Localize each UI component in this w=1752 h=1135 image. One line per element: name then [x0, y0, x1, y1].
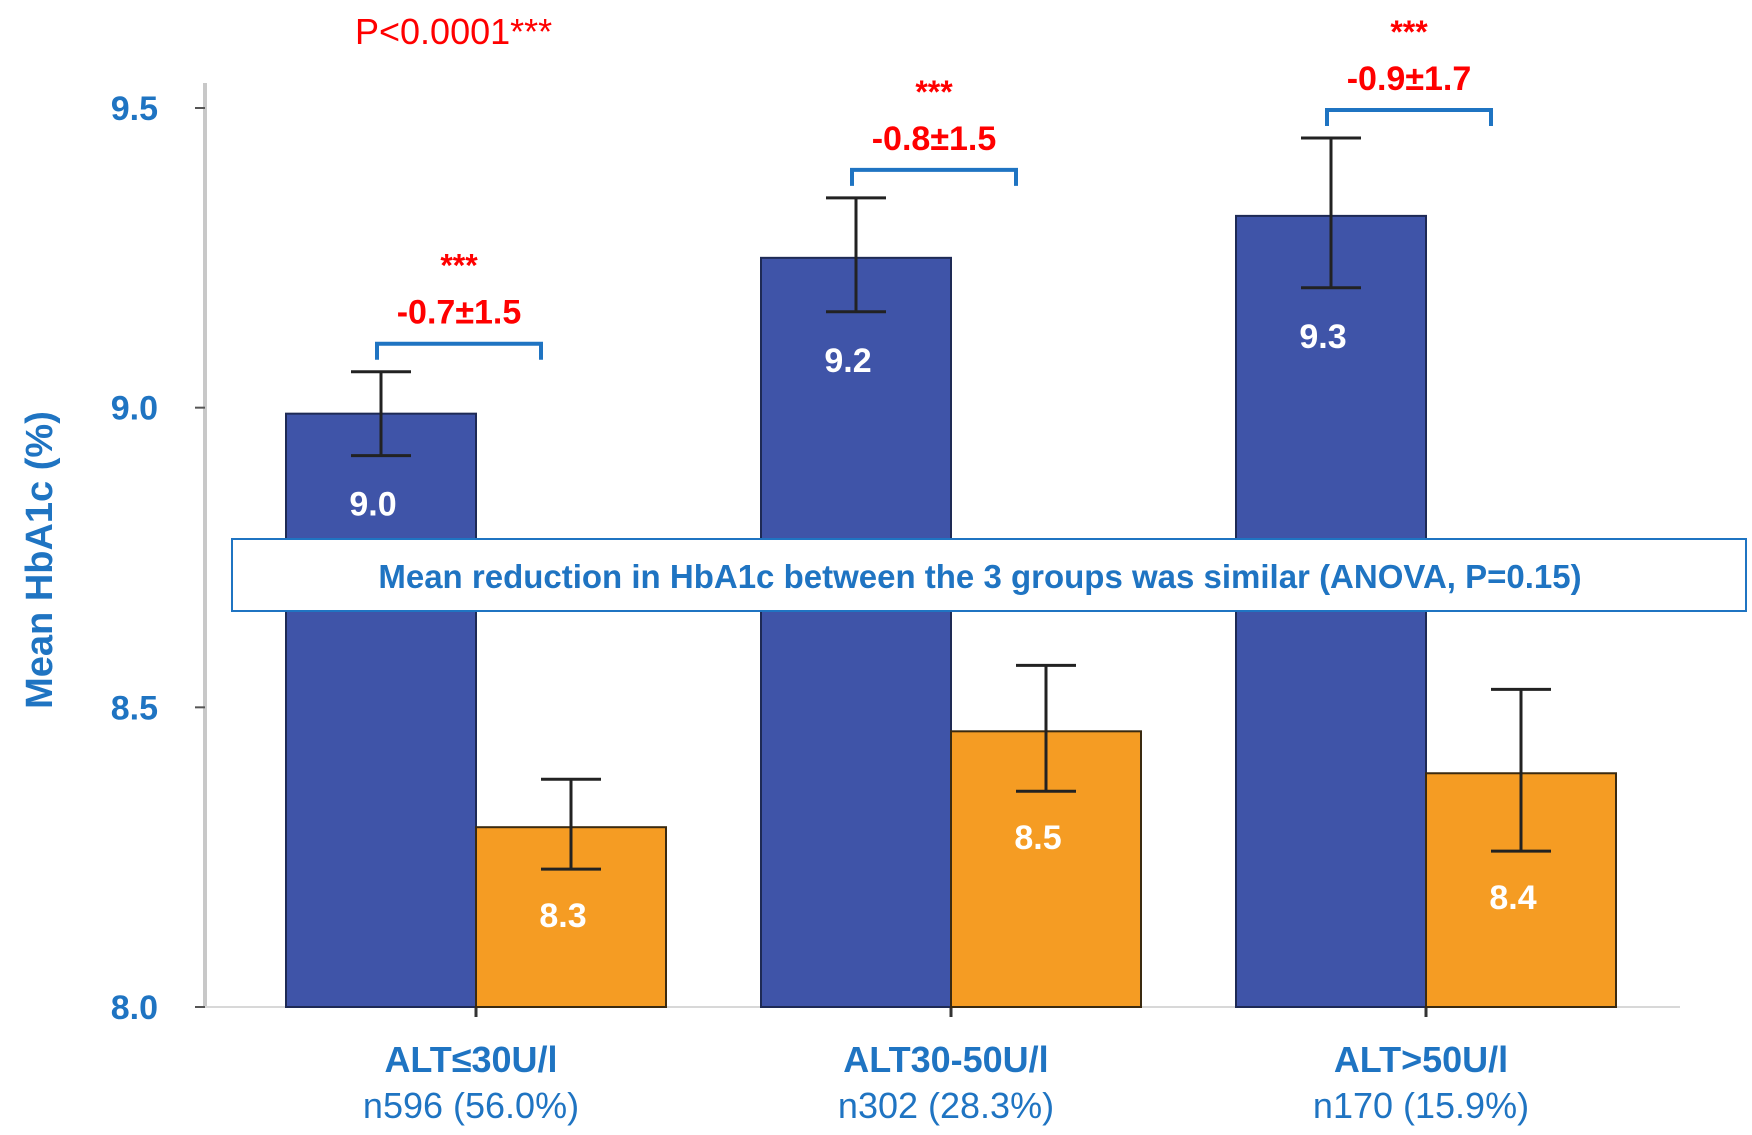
y-tick-label: 9.5 [111, 90, 158, 128]
x-category-label: ALT30-50U/l [843, 1039, 1048, 1080]
y-tick-label: 9.0 [111, 390, 158, 428]
annotation-box [231, 538, 1747, 612]
mean-difference: -0.9±1.7 [1347, 60, 1472, 98]
data-label: 8.4 [1489, 879, 1536, 917]
significance-bracket [375, 341, 543, 360]
data-label: 9.3 [1299, 318, 1346, 356]
mean-difference: -0.7±1.5 [397, 294, 522, 332]
data-label: 9.2 [824, 342, 871, 380]
annotation-text: Mean reduction in HbA1c between the 3 gr… [378, 558, 1581, 595]
bar-baseline [760, 256, 952, 1009]
significance-annotations: *** -0.7±1.5 *** -0.8±1.5 *** -0.9±1.7 [375, 14, 1493, 360]
significance-stars: *** [915, 74, 953, 110]
data-label: 9.0 [349, 486, 396, 524]
x-category-n: n170 (15.9%) [1313, 1085, 1529, 1126]
mean-difference: -0.8±1.5 [872, 120, 997, 158]
significance-bracket [850, 167, 1018, 186]
error-bars [351, 136, 1551, 871]
significance-bracket [1325, 107, 1493, 126]
data-label: 8.3 [539, 897, 586, 935]
bar-baseline [285, 412, 477, 1009]
y-tick-label: 8.0 [111, 989, 158, 1027]
labels: 9.0 8.3 ALT≤30U/l n596 (56.0%) 9.2 8.5 ALT30-5… [349, 318, 1536, 1126]
overall-p-value: P<0.0001*** [355, 11, 552, 52]
axes: 8.0 8.5 9.0 9.5 Mean HbA1c (%) P<0.0001*** [19, 11, 1680, 1027]
y-tick-label: 8.5 [111, 689, 158, 727]
y-axis-title: Mean HbA1c (%) [19, 411, 61, 709]
data-label: 8.5 [1014, 819, 1061, 857]
note-box: Mean reduction in HbA1c between the 3 gr… [231, 538, 1747, 612]
x-category-n: n596 (56.0%) [363, 1085, 579, 1126]
x-category-n: n302 (28.3%) [838, 1085, 1054, 1126]
significance-stars: *** [1390, 14, 1428, 50]
significance-stars: *** [440, 248, 478, 284]
x-category-label: ALT>50U/l [1334, 1039, 1508, 1080]
x-category-label: ALT≤30U/l [384, 1039, 557, 1080]
